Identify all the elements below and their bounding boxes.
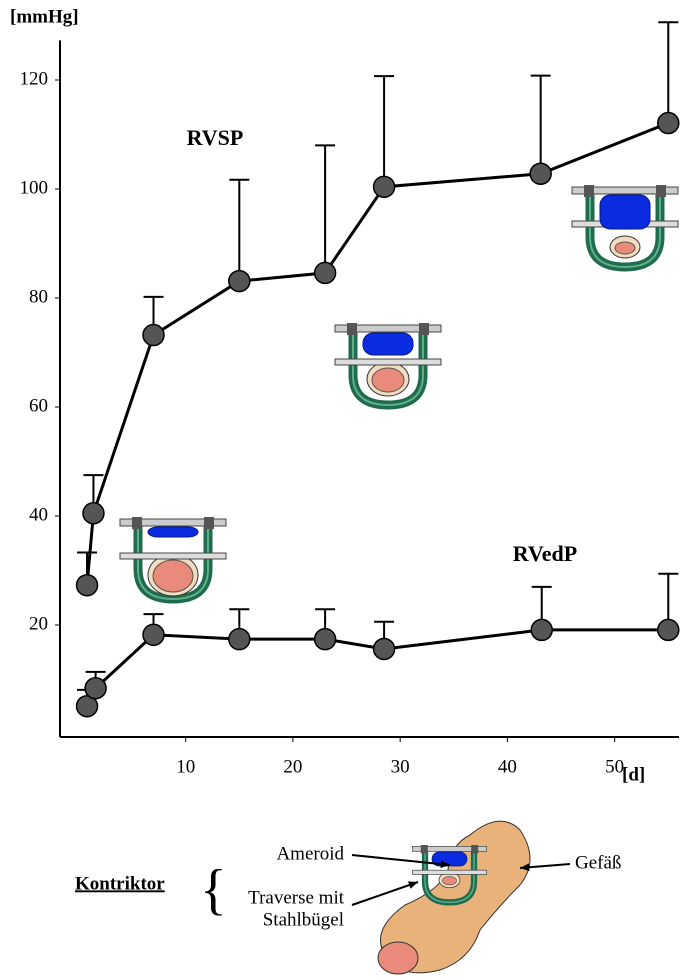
ameroid [600,195,650,229]
y-tick-label: 120 [20,68,49,89]
y-tick-label: 100 [20,177,49,198]
data-point [658,619,679,640]
ameroid [148,527,198,537]
data-point [315,629,336,650]
y-tick-label: 20 [29,613,48,634]
data-point [374,638,395,659]
x-axis-label: [d] [622,764,645,785]
error-bar [531,76,551,174]
bar-mid [335,359,441,365]
device-illustration [335,323,441,405]
x-tick-label: 20 [283,756,302,777]
y-tick-label: 40 [29,504,48,525]
data-point [143,624,164,645]
x-tick-label: 10 [176,756,195,777]
legend-traverse-2: Stahlbügel [263,909,344,930]
vessel-cut [378,942,418,974]
clamp-l [421,845,428,853]
clamp-l [584,185,594,197]
legend-traverse-1: Traverse mit [248,887,345,908]
brace: { [200,859,227,921]
data-point [530,163,551,184]
y-tick-label: 80 [29,286,48,307]
data-point [77,575,98,596]
chart: 204060801001201020304050RVSPRVedP [mmHg]… [0,0,683,980]
error-bar [315,145,335,273]
data-point [531,619,552,640]
clamp-r [419,323,429,335]
vessel-lumen [615,242,635,254]
clamp-r [656,185,666,197]
clamp-r [471,845,478,853]
clamp-r [204,517,214,529]
data-point [315,262,336,283]
series-label: RVSP [187,125,244,150]
data-point [229,271,250,292]
y-tick-label: 60 [29,395,48,416]
vessel-lumen [153,560,193,592]
clamp-l [132,517,142,529]
error-bar [229,180,249,281]
ameroid [363,333,413,355]
vessel-lumen [372,368,404,392]
vessel-lumen [443,877,457,885]
bar-mid [120,553,226,559]
arrow-head [408,881,418,888]
error-bar [658,22,678,123]
legend-vessel: Gefäß [575,852,621,873]
x-tick-label: 30 [391,756,410,777]
x-tick-label: 40 [498,756,517,777]
bar-mid [412,870,486,874]
y-axis-label: [mmHg] [10,6,79,27]
data-point [374,176,395,197]
data-point [229,629,250,650]
series-label: RVedP [513,541,577,566]
device-illustration [120,517,226,599]
data-point [658,113,679,134]
clamp-l [347,323,357,335]
data-point [143,325,164,346]
arrow [352,882,418,905]
device-illustration [572,185,678,267]
legend-title: Kontriktor [75,873,165,894]
legend-ameroid: Ameroid [276,843,344,864]
data-point [85,678,106,699]
error-bar [374,76,394,187]
data-point [83,503,104,524]
